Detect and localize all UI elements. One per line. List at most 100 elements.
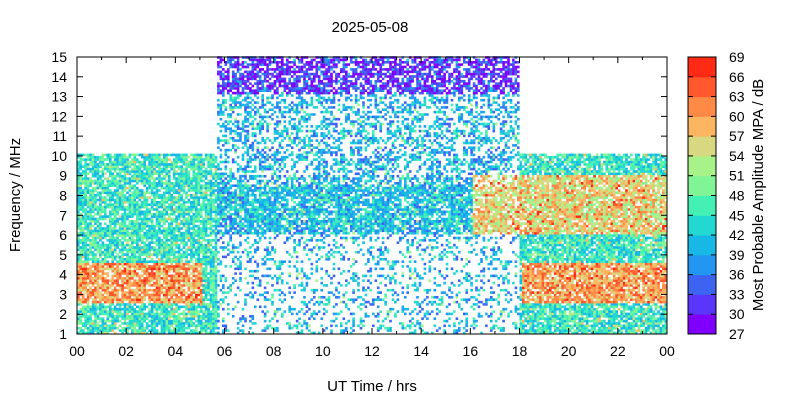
heatmap-cell [101, 258, 105, 261]
heatmap-cell [204, 255, 208, 259]
heatmap-cell [219, 210, 223, 214]
heatmap-cell [261, 186, 264, 190]
heatmap-cell [123, 258, 127, 261]
heatmap-cell [104, 250, 107, 254]
heatmap-cell [199, 189, 203, 192]
heatmap-cell [273, 122, 277, 126]
heatmap-cell [187, 227, 191, 230]
heatmap-cell [168, 315, 171, 318]
heatmap-cell [175, 243, 178, 247]
heatmap-cell [175, 236, 178, 240]
heatmap-cell [217, 189, 220, 192]
heatmap-cell [170, 286, 173, 290]
heatmap-cell [175, 215, 178, 218]
heatmap-cell [212, 193, 215, 197]
heatmap-cell [212, 153, 215, 157]
heatmap-cell [123, 163, 127, 166]
heatmap-cell [224, 255, 228, 259]
heatmap-cell [170, 315, 173, 318]
heatmap-cell [190, 246, 193, 249]
heatmap-cell [99, 286, 102, 290]
heatmap-cell [246, 63, 250, 66]
heatmap-cell [170, 288, 173, 292]
heatmap-cell [271, 108, 274, 111]
heatmap-cell [158, 201, 161, 204]
heatmap-cell [81, 315, 85, 318]
heatmap-cell [187, 231, 191, 235]
heatmap-cell [99, 246, 102, 249]
heatmap-cell [170, 296, 173, 299]
heatmap-cell [234, 72, 237, 76]
heatmap-cell [217, 193, 220, 197]
heatmap-cell [212, 224, 215, 228]
heatmap-cell [185, 269, 188, 273]
heatmap-cell [136, 272, 139, 275]
heatmap-cell [227, 182, 230, 185]
heatmap-cell [106, 281, 110, 285]
heatmap-cell [224, 217, 228, 221]
heatmap-cell [84, 179, 87, 183]
heatmap-cell [271, 248, 274, 252]
heatmap-cell [113, 331, 117, 335]
heatmap-cell [131, 312, 134, 316]
heatmap-cell [197, 281, 201, 285]
heatmap-cell [89, 307, 92, 311]
heatmap-cell [249, 220, 252, 223]
heatmap-cell [86, 253, 90, 256]
heatmap-cell [263, 210, 267, 214]
heatmap-cell [207, 239, 210, 242]
heatmap-cell [109, 326, 112, 330]
heatmap-cell [91, 303, 95, 306]
heatmap-cell [209, 224, 213, 228]
heatmap-cell [182, 255, 186, 259]
heatmap-cell [86, 234, 90, 237]
heatmap-cell [140, 165, 144, 168]
heatmap-cell [241, 87, 245, 90]
heatmap-cell [190, 220, 193, 223]
heatmap-cell [131, 281, 134, 285]
heatmap-cell [133, 293, 137, 297]
heatmap-cell [77, 186, 80, 190]
heatmap-cell [187, 331, 191, 335]
heatmap-cell [271, 182, 274, 185]
heatmap-cell [160, 260, 164, 263]
heatmap-cell [197, 293, 201, 297]
heatmap-cell [219, 177, 223, 180]
heatmap-cell [212, 265, 215, 268]
heatmap-cell [214, 193, 218, 197]
heatmap-cell [128, 326, 132, 330]
heatmap-cell [131, 241, 134, 244]
heatmap-cell [86, 231, 90, 235]
heatmap-cell [160, 210, 164, 214]
heatmap-cell [91, 201, 95, 204]
heatmap-cell [111, 319, 114, 323]
heatmap-cell [104, 205, 107, 209]
heatmap-cell [101, 267, 105, 271]
heatmap-cell [148, 153, 151, 157]
heatmap-cell [229, 236, 232, 240]
heatmap-cell [185, 208, 188, 211]
heatmap-cell [219, 196, 223, 199]
heatmap-cell [231, 158, 235, 161]
heatmap-cell [158, 236, 161, 240]
heatmap-cell [258, 80, 262, 83]
heatmap-cell [180, 277, 183, 280]
heatmap-cell [121, 215, 124, 218]
heatmap-cell [163, 153, 166, 157]
heatmap-cell [244, 212, 247, 216]
heatmap-cell [219, 231, 223, 235]
heatmap-cell [271, 75, 274, 78]
heatmap-cell [212, 258, 215, 261]
heatmap-cell [123, 307, 127, 311]
heatmap-cell [217, 63, 220, 66]
heatmap-cell [131, 293, 134, 297]
heatmap-cell [239, 113, 242, 116]
heatmap-cell [111, 236, 114, 240]
heatmap-cell [187, 193, 191, 197]
heatmap-cell [172, 253, 176, 256]
heatmap-cell [204, 324, 208, 328]
heatmap-cell [116, 193, 119, 197]
heatmap-cell [145, 203, 149, 206]
heatmap-cell [273, 217, 277, 221]
heatmap-cell [229, 222, 232, 225]
